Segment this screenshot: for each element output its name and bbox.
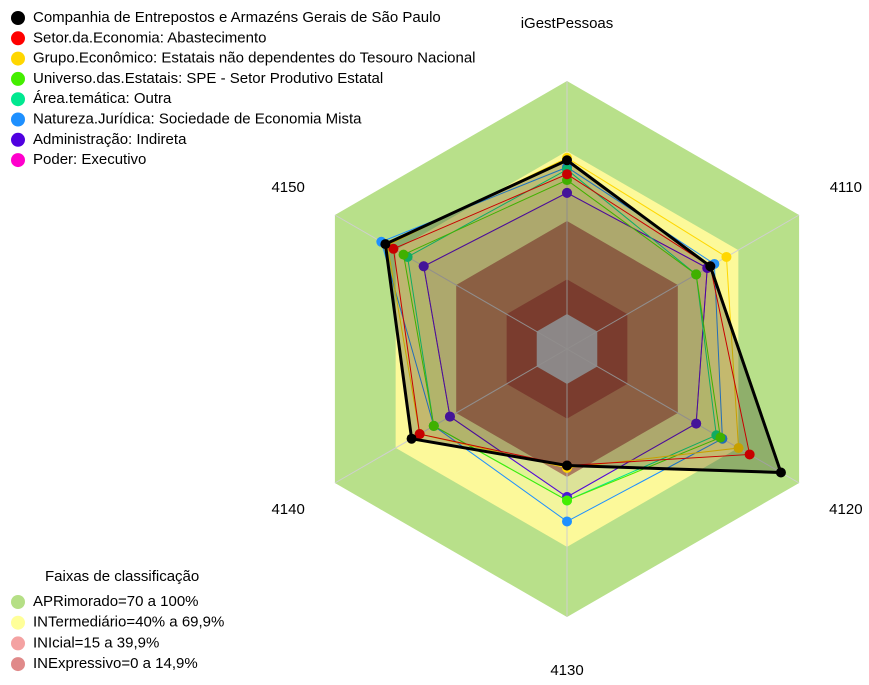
band-legend-marker	[11, 636, 25, 651]
legend-label: Universo.das.Estatais: SPE - Setor Produ…	[33, 70, 383, 87]
legend-label: Área.temática: Outra	[33, 90, 172, 107]
axis-line	[566, 214, 800, 350]
series-point	[406, 433, 417, 444]
axis-label: 4140	[271, 501, 304, 518]
series-point	[562, 169, 572, 180]
legend-label: Natureza.Jurídica: Sociedade de Economia…	[33, 110, 362, 127]
series-point	[721, 251, 732, 262]
series-point	[691, 269, 702, 280]
series-point	[705, 261, 716, 272]
series-point	[562, 460, 572, 471]
band-legend-label: INExpressivo=0 a 14,9%	[33, 655, 198, 672]
band-legend-label: APRimorado=70 a 100%	[33, 593, 199, 610]
axis-line	[566, 348, 800, 484]
series-point	[562, 516, 572, 527]
legend-label: Setor.da.Economia: Abastecimento	[33, 29, 266, 46]
band-legend-marker	[11, 615, 25, 630]
axis-label: 4150	[271, 179, 304, 196]
series-point	[775, 467, 786, 478]
series-point	[562, 495, 572, 506]
series-point	[733, 443, 744, 454]
legend-label: Companhia de Entrepostos e Armazéns Gera…	[33, 9, 441, 26]
series-point	[562, 155, 572, 166]
legend-marker	[11, 92, 25, 107]
axis-label: 4130	[550, 662, 583, 679]
axis-line	[334, 214, 568, 350]
legend-marker	[11, 153, 25, 168]
legend-marker	[11, 112, 25, 127]
series-point	[744, 449, 755, 460]
axis-label: 4110	[830, 179, 862, 196]
legend-marker	[11, 11, 25, 25]
legend-marker	[11, 132, 25, 147]
series-point	[398, 249, 409, 260]
axis-label: 4120	[829, 501, 862, 518]
series-point	[715, 432, 726, 443]
band-legend-label: INIcial=15 a 39,9%	[33, 634, 159, 651]
legend-marker	[11, 71, 25, 86]
bands-legend-title: Faixas de classificação	[45, 568, 199, 585]
band-legend-marker	[11, 595, 25, 609]
legend-marker	[11, 31, 25, 46]
legend-marker	[11, 51, 25, 66]
series-point	[418, 261, 429, 272]
legend-label: Grupo.Econômico: Estatais não dependente…	[33, 50, 476, 67]
legend-label: Poder: Executivo	[33, 151, 146, 168]
series-point	[691, 418, 702, 429]
series-point	[414, 429, 425, 440]
chart-title: iGestPessoas	[521, 15, 614, 32]
series-point	[388, 243, 399, 254]
band-legend-marker	[11, 657, 25, 672]
band-legend-label: INTermediário=40% a 69,9%	[33, 614, 224, 631]
series-point	[380, 239, 391, 250]
legend-label: Administração: Indireta	[33, 131, 187, 148]
series-point	[428, 420, 439, 431]
series-point	[562, 187, 572, 198]
series-point	[444, 411, 455, 422]
